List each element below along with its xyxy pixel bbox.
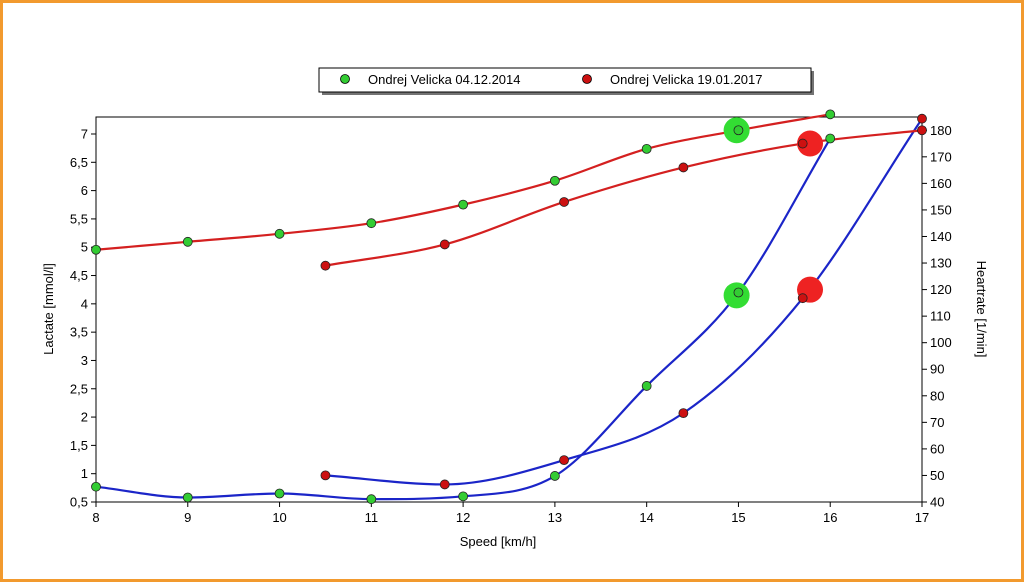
data-point-heartrate-red xyxy=(917,125,927,136)
y2-tick-label: 170 xyxy=(930,149,952,164)
x-tick-label: 9 xyxy=(184,510,191,525)
y2-tick-label: 90 xyxy=(930,362,944,377)
data-point-lactate-green xyxy=(549,471,560,481)
data-point-lactate-green xyxy=(733,287,744,298)
threshold-marker-red xyxy=(797,130,824,157)
data-point-heartrate-green xyxy=(182,236,193,247)
y2-axis-title: Heartrate [1/min] xyxy=(974,261,989,358)
x-tick-label: 14 xyxy=(639,510,653,525)
legend-label-2014: Ondrej Velicka 04.12.2014 xyxy=(368,72,521,87)
y-tick-label: 2,5 xyxy=(70,381,88,396)
x-tick-label: 16 xyxy=(823,510,837,525)
legend-label-2017: Ondrej Velicka 19.01.2017 xyxy=(610,72,763,87)
y-tick-label: 2 xyxy=(81,410,88,425)
data-point-lactate-red xyxy=(559,455,569,466)
x-tick-label: 10 xyxy=(272,510,286,525)
y-tick-label: 7 xyxy=(81,126,88,141)
data-point-lactate-green xyxy=(641,381,652,391)
x-tick-label: 11 xyxy=(365,510,379,525)
data-point-heartrate-red xyxy=(559,197,569,207)
legend-box xyxy=(318,67,812,93)
y2-tick-label: 150 xyxy=(930,202,952,217)
y-tick-label: 4,5 xyxy=(70,268,88,283)
data-point-heartrate-green xyxy=(366,218,377,229)
y-axis-title: Lactate [mmol/l] xyxy=(41,263,56,355)
axis-ticks: 8 9 10 11 12 13 14 15 16 17 0,5 1 1,5 2 2,5 3 3,5 4 4,5 5 5,… xyxy=(70,123,952,525)
data-point-heartrate-green xyxy=(641,143,652,154)
x-tick-label: 13 xyxy=(548,510,562,525)
data-point-heartrate-red xyxy=(439,239,450,250)
y2-tick-label: 50 xyxy=(930,468,944,483)
data-point-heartrate-red xyxy=(797,138,808,149)
y2-tick-label: 100 xyxy=(930,335,952,350)
data-point-heartrate-green xyxy=(825,109,836,120)
data-point-lactate-green xyxy=(825,133,836,144)
y-tick-label: 6,5 xyxy=(70,155,88,170)
y-tick-label: 0,5 xyxy=(70,495,88,510)
data-point-lactate-green xyxy=(458,491,469,502)
legend-marker-2014 xyxy=(340,74,350,84)
y2-tick-label: 60 xyxy=(930,441,944,456)
y2-tick-label: 70 xyxy=(930,415,944,430)
data-point-heartrate-green xyxy=(91,244,101,255)
data-point-lactate-green xyxy=(366,494,377,505)
plot-area xyxy=(95,116,923,503)
data-point-heartrate-red xyxy=(678,162,689,173)
x-tick-label: 17 xyxy=(915,510,929,525)
y-tick-label: 3,5 xyxy=(70,325,88,340)
data-points xyxy=(91,109,927,505)
legend: Ondrej Velicka 04.12.2014 Ondrej Velicka… xyxy=(318,67,814,95)
y2-tick-label: 180 xyxy=(930,123,952,138)
data-point-lactate-red xyxy=(797,293,808,304)
y2-tick-label: 130 xyxy=(930,256,952,271)
y2-tick-label: 140 xyxy=(930,229,952,244)
y-tick-label: 6 xyxy=(81,183,88,198)
data-point-lactate-red xyxy=(320,470,331,481)
legend-marker-2017 xyxy=(582,74,592,84)
x-tick-label: 12 xyxy=(456,510,470,525)
x-tick-label: 15 xyxy=(731,510,745,525)
y2-tick-label: 40 xyxy=(930,495,944,510)
y2-tick-label: 80 xyxy=(930,388,944,403)
data-point-heartrate-green xyxy=(733,125,744,136)
data-point-lactate-green xyxy=(91,481,101,492)
data-point-lactate-red xyxy=(678,408,689,419)
y2-tick-label: 110 xyxy=(930,309,951,324)
y-tick-label: 4 xyxy=(81,296,88,311)
data-point-heartrate-green xyxy=(458,199,469,210)
data-point-heartrate-green xyxy=(274,228,285,239)
data-point-lactate-red xyxy=(439,479,450,490)
y-tick-label: 1 xyxy=(81,466,88,481)
x-tick-label: 8 xyxy=(92,510,99,525)
y-tick-label: 1,5 xyxy=(70,438,88,453)
data-point-lactate-green xyxy=(182,492,193,503)
y-tick-label: 5 xyxy=(81,240,88,255)
y2-tick-label: 160 xyxy=(930,176,952,191)
data-point-heartrate-green xyxy=(549,175,560,186)
x-axis-title: Speed [km/h] xyxy=(460,534,537,549)
data-point-lactate-green xyxy=(274,488,285,499)
data-point-heartrate-red xyxy=(320,260,331,271)
y-tick-label: 5,5 xyxy=(70,211,88,226)
y2-tick-label: 120 xyxy=(930,282,952,297)
y-tick-label: 3 xyxy=(81,353,88,368)
data-point-lactate-red xyxy=(917,113,927,124)
